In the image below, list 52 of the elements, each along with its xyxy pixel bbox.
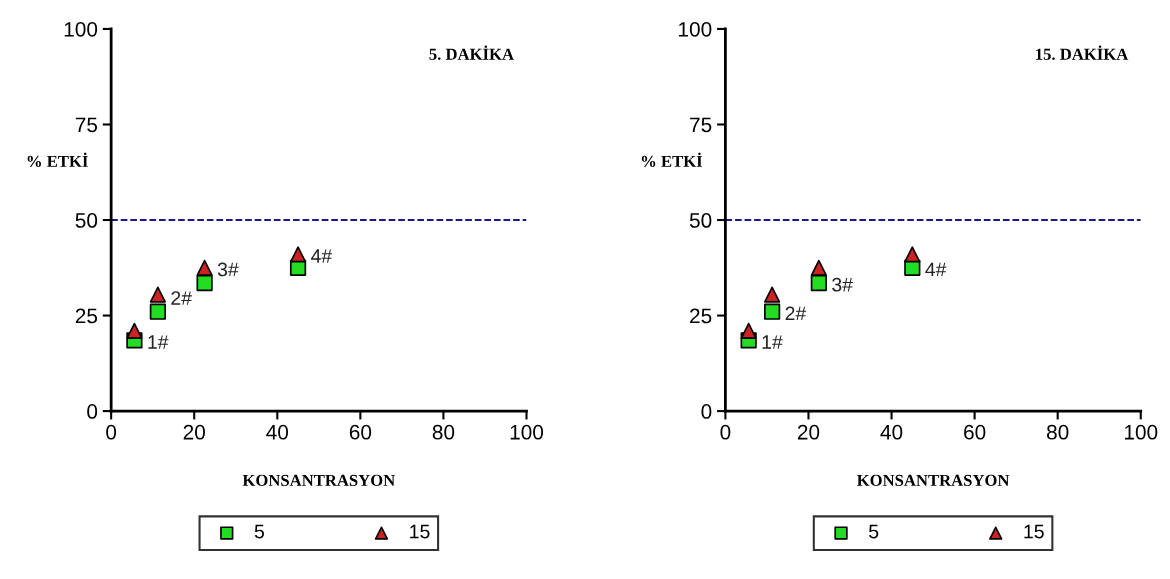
x-tick-label: 100 — [1124, 424, 1158, 440]
x-axis-title: KONSANTRASYON — [242, 474, 396, 486]
x-tick-label: 60 — [349, 424, 372, 440]
x-tick-label: 100 — [510, 424, 544, 440]
x-tick-label: 80 — [432, 424, 455, 440]
point — [196, 259, 213, 276]
x-tick-label: 0 — [720, 424, 731, 440]
x-tick-label: 80 — [1047, 424, 1069, 440]
y-tick-label: 100 — [679, 21, 712, 37]
point — [764, 303, 781, 320]
point — [289, 246, 307, 263]
x-tick-label: 20 — [797, 424, 820, 440]
annotation: 2# — [171, 291, 192, 305]
y-axis-title: % ETKİ — [27, 152, 88, 168]
y-tick-label: 75 — [75, 117, 98, 133]
text: 15. DAKİKA — [1036, 45, 1129, 60]
point — [740, 322, 757, 339]
annotation: 4# — [925, 262, 947, 277]
legend-label: 15 — [1024, 524, 1044, 539]
legend-label: 15 — [410, 524, 430, 539]
point — [810, 274, 827, 292]
y-axis-title: % ETKİ — [641, 152, 703, 168]
y-tick-label: 75 — [690, 117, 712, 133]
y-tick-label: 25 — [690, 308, 712, 324]
point — [196, 274, 213, 292]
annotation: 4# — [311, 249, 333, 263]
y-tick-label: 0 — [701, 404, 712, 419]
y-tick-label: 0 — [87, 404, 98, 419]
y-tick-label: 50 — [75, 213, 98, 228]
y-tick-label: 100 — [64, 21, 98, 37]
x-tick-label: 40 — [880, 424, 903, 440]
text: 5. DAKİKA — [429, 45, 514, 60]
point — [810, 259, 827, 276]
point — [904, 246, 921, 263]
x-tick-label: 0 — [106, 424, 117, 440]
annotation: 1# — [148, 335, 169, 349]
x-tick-label: 40 — [266, 424, 289, 440]
point — [126, 322, 143, 339]
point — [149, 303, 166, 320]
legend-label: 5 — [869, 524, 879, 539]
y-tick-label: 50 — [689, 213, 712, 228]
point — [764, 286, 781, 303]
point — [149, 286, 166, 303]
x-tick-label: 60 — [964, 424, 986, 440]
annotation: 3# — [832, 277, 853, 292]
legend-label: 5 — [254, 524, 264, 539]
y-tick-label: 25 — [75, 308, 98, 324]
annotation: 1# — [762, 335, 783, 349]
annotation: 2# — [785, 306, 807, 321]
x-axis-title: KONSANTRASYON — [856, 474, 1010, 486]
annotation: 3# — [217, 262, 239, 277]
x-tick-label: 20 — [183, 424, 205, 440]
